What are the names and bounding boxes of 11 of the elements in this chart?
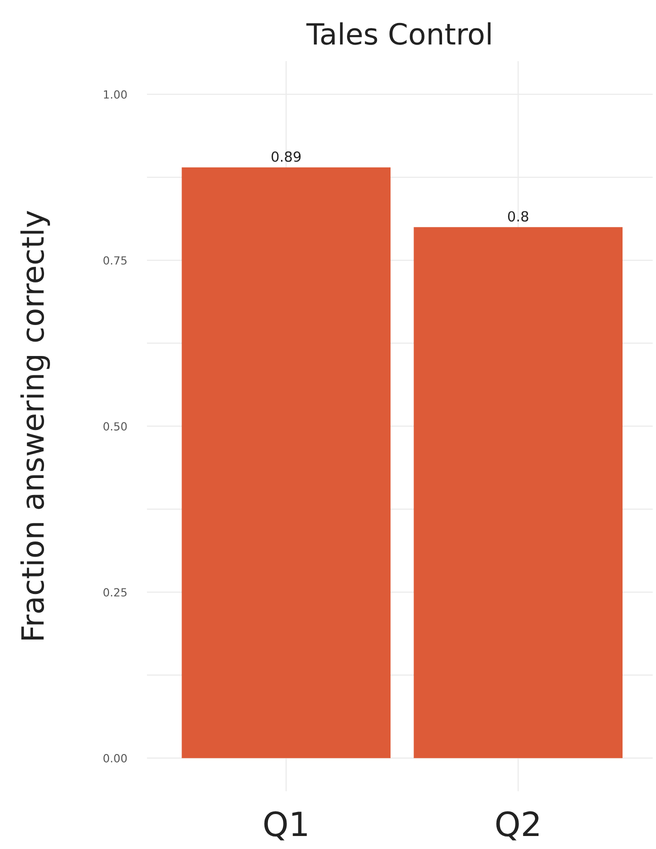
text: 1.00: [104, 90, 127, 99]
x-tick-label: Q1: [264, 811, 307, 840]
data-label: 0.89: [272, 151, 301, 162]
y-axis-title: Fraction answering correctly: [20, 210, 50, 640]
text: 0.00: [103, 754, 127, 762]
text: 0.25: [103, 588, 127, 597]
x-tick-label: Q2: [496, 811, 539, 840]
chart-title: Tales Control: [306, 22, 490, 45]
text: 0.75: [103, 256, 127, 265]
data-label: 0.8: [508, 211, 528, 222]
text: 0.50: [103, 422, 127, 431]
